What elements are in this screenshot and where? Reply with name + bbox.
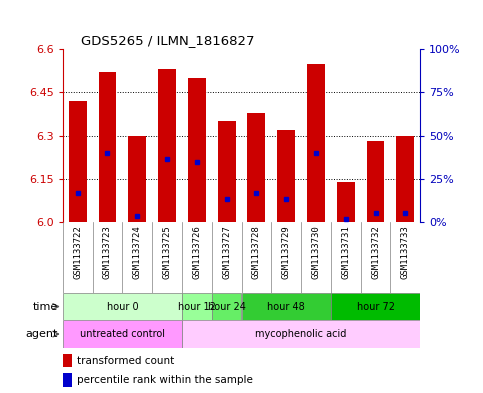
Bar (242, 293, 331, 320)
Text: GSM1133732: GSM1133732 (371, 226, 380, 279)
Text: hour 72: hour 72 (356, 301, 395, 312)
Bar (69, 101, 86, 222)
Bar (63, 293, 182, 320)
Text: hour 12: hour 12 (178, 301, 216, 312)
Text: untreated control: untreated control (80, 329, 165, 339)
Bar (367, 141, 384, 222)
Bar (128, 136, 146, 222)
Bar (188, 78, 206, 222)
Bar (277, 130, 295, 222)
Bar (337, 182, 355, 222)
Bar (397, 136, 414, 222)
Text: agent: agent (26, 329, 58, 339)
Bar (212, 293, 242, 320)
Bar (247, 112, 265, 222)
Bar (182, 320, 420, 348)
Text: percentile rank within the sample: percentile rank within the sample (77, 375, 253, 386)
Bar (218, 121, 236, 222)
Bar (63, 373, 71, 387)
Bar (307, 64, 325, 222)
Text: hour 48: hour 48 (267, 301, 305, 312)
Text: GSM1133726: GSM1133726 (192, 226, 201, 279)
Text: GSM1133729: GSM1133729 (282, 226, 291, 279)
Text: GSM1133733: GSM1133733 (401, 226, 410, 279)
Text: transformed count: transformed count (77, 356, 174, 366)
Text: mycophenolic acid: mycophenolic acid (256, 329, 347, 339)
Bar (63, 320, 182, 348)
Text: GSM1133728: GSM1133728 (252, 226, 261, 279)
Text: GSM1133730: GSM1133730 (312, 226, 320, 279)
Bar (158, 69, 176, 222)
Text: GSM1133725: GSM1133725 (163, 226, 171, 279)
Text: GSM1133722: GSM1133722 (73, 226, 82, 279)
Bar (63, 354, 71, 367)
Bar (99, 72, 116, 222)
Text: hour 24: hour 24 (208, 301, 245, 312)
Bar (331, 293, 420, 320)
Bar (182, 293, 212, 320)
Text: GDS5265 / ILMN_1816827: GDS5265 / ILMN_1816827 (81, 33, 254, 46)
Text: time: time (33, 301, 58, 312)
Text: GSM1133724: GSM1133724 (133, 226, 142, 279)
Text: GSM1133731: GSM1133731 (341, 226, 350, 279)
Text: GSM1133727: GSM1133727 (222, 226, 231, 279)
Text: GSM1133723: GSM1133723 (103, 226, 112, 279)
Text: hour 0: hour 0 (107, 301, 138, 312)
